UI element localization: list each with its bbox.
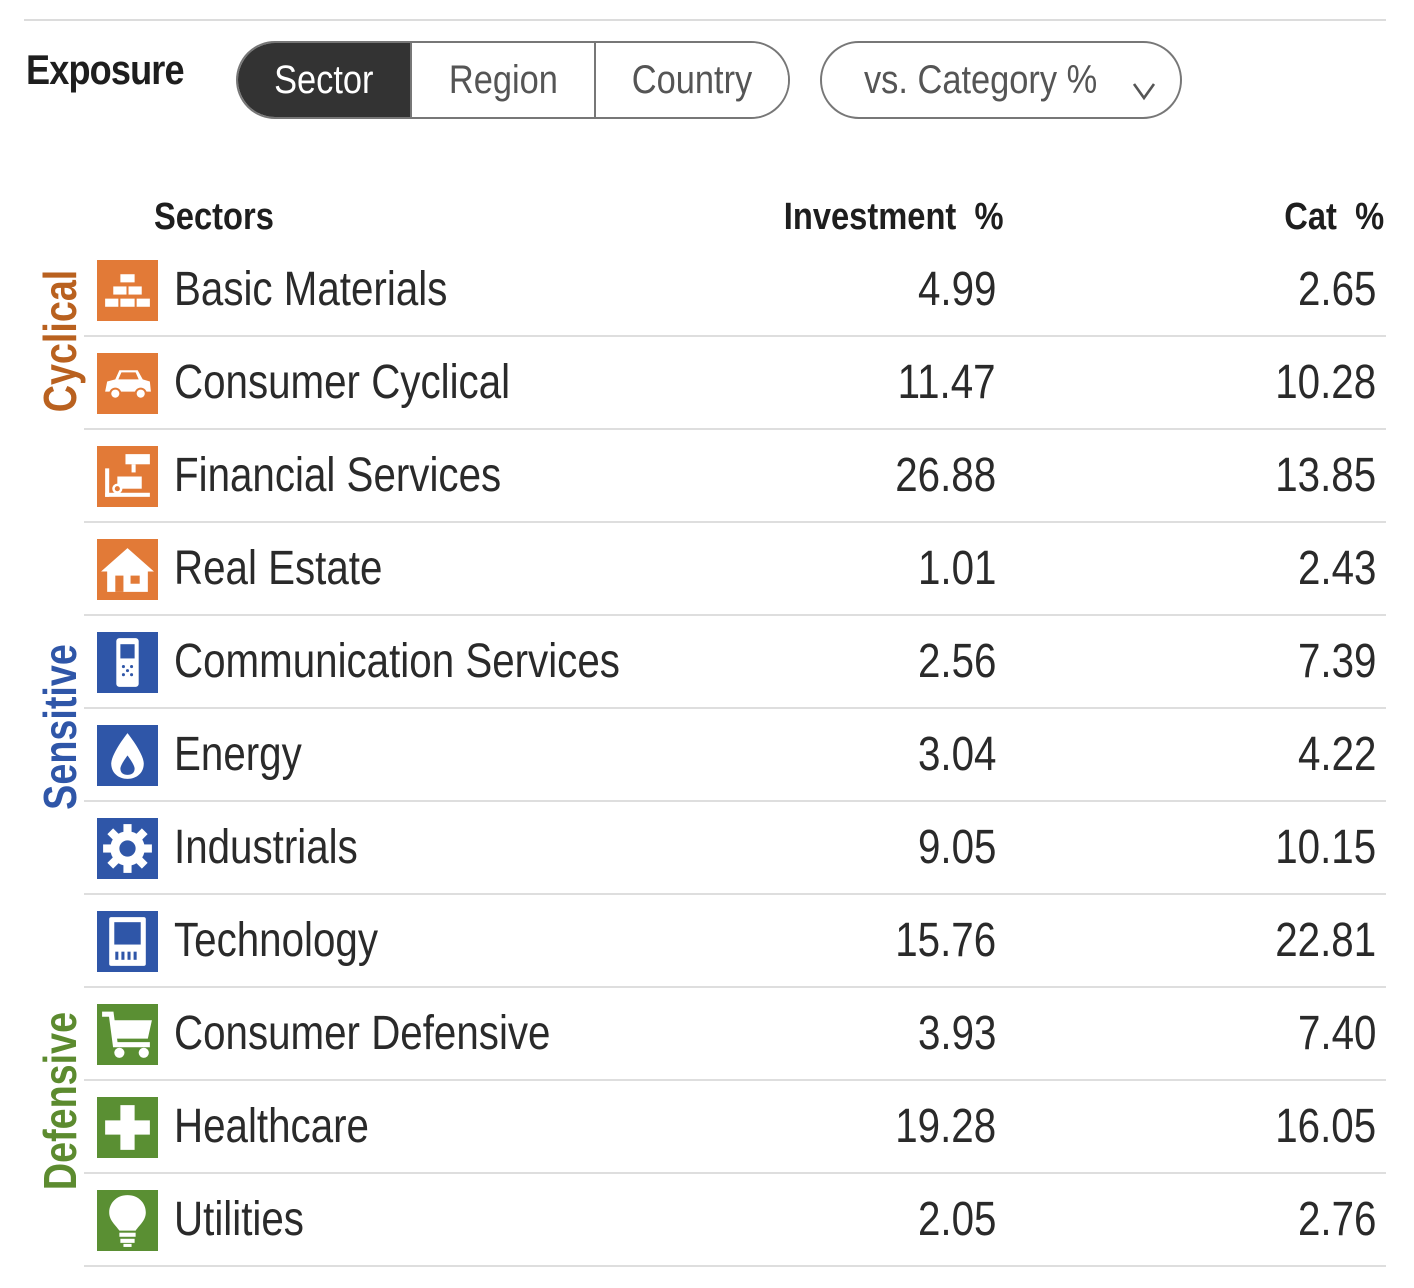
sector-name: Basic Materials <box>174 263 448 316</box>
category-value: 10.28 <box>1275 356 1376 409</box>
sector-name: Communication Services <box>174 635 620 688</box>
table-row: Consumer Cyclical 11.47 10.28 <box>84 337 1386 430</box>
table-row: Basic Materials 4.99 2.65 <box>84 244 1386 337</box>
sector-name: Energy <box>174 728 302 781</box>
category-value: 13.85 <box>1275 449 1376 502</box>
computer-icon <box>97 911 158 972</box>
comparison-dropdown-label: vs. Category % <box>864 57 1098 102</box>
gold-bars-icon <box>97 260 158 321</box>
investment-value: 2.05 <box>917 1193 996 1246</box>
sector-name: Healthcare <box>174 1100 369 1153</box>
table-row: Consumer Defensive 3.93 7.40 <box>84 988 1386 1081</box>
category-value: 4.22 <box>1297 728 1376 781</box>
column-header-category: Cat % <box>1284 196 1384 238</box>
category-value: 7.39 <box>1297 635 1376 688</box>
investment-value: 1.01 <box>917 542 996 595</box>
sector-name: Consumer Cyclical <box>174 356 511 409</box>
category-value: 2.65 <box>1297 263 1376 316</box>
investment-value: 26.88 <box>895 449 996 502</box>
category-value: 16.05 <box>1275 1100 1376 1153</box>
top-divider <box>24 19 1386 21</box>
financial-services-icon <box>97 446 158 507</box>
category-value: 22.81 <box>1275 914 1376 967</box>
medical-cross-icon <box>97 1097 158 1158</box>
investment-value: 19.28 <box>895 1100 996 1153</box>
investment-value: 9.05 <box>917 821 996 874</box>
exposure-tab-group: Sector Region Country <box>236 41 790 119</box>
table-row: Energy 3.04 4.22 <box>84 709 1386 802</box>
investment-value: 2.56 <box>917 635 996 688</box>
tab-sector-label: Sector <box>274 57 374 102</box>
flame-icon <box>97 725 158 786</box>
gear-icon <box>97 818 158 879</box>
table-row: Utilities 2.05 2.76 <box>84 1174 1386 1267</box>
tab-country[interactable]: Country <box>594 43 788 117</box>
group-label-sensitive: Sensitive <box>34 644 86 810</box>
column-header-sectors: Sectors <box>154 196 274 238</box>
sector-name: Financial Services <box>174 449 502 502</box>
lightbulb-icon <box>97 1190 158 1251</box>
tab-region[interactable]: Region <box>410 43 594 117</box>
shopping-cart-icon <box>97 1004 158 1065</box>
table-row: Technology 15.76 22.81 <box>84 895 1386 988</box>
table-row: Industrials 9.05 10.15 <box>84 802 1386 895</box>
tab-region-label: Region <box>448 57 558 102</box>
category-value: 10.15 <box>1275 821 1376 874</box>
category-value: 2.76 <box>1297 1193 1376 1246</box>
category-value: 2.43 <box>1297 542 1376 595</box>
sector-name: Consumer Defensive <box>174 1007 551 1060</box>
investment-value: 3.04 <box>917 728 996 781</box>
table-row: Financial Services 26.88 13.85 <box>84 430 1386 523</box>
table-row: Real Estate 1.01 2.43 <box>84 523 1386 616</box>
house-icon <box>97 539 158 600</box>
chevron-down-icon <box>1131 68 1157 101</box>
car-icon <box>97 353 158 414</box>
investment-value: 3.93 <box>917 1007 996 1060</box>
investment-value: 15.76 <box>895 914 996 967</box>
sector-name: Technology <box>174 914 378 967</box>
table-row: Healthcare 19.28 16.05 <box>84 1081 1386 1174</box>
sector-name: Industrials <box>174 821 358 874</box>
tab-country-label: Country <box>631 57 753 102</box>
category-value: 7.40 <box>1297 1007 1376 1060</box>
group-label-defensive: Defensive <box>34 1011 86 1191</box>
phone-icon <box>97 632 158 693</box>
column-header-investment: Investment % <box>784 196 1004 238</box>
group-label-cyclical: Cyclical <box>34 269 86 413</box>
page-title: Exposure <box>26 46 185 93</box>
sector-name: Utilities <box>174 1193 304 1246</box>
table-row: Communication Services 2.56 7.39 <box>84 616 1386 709</box>
investment-value: 11.47 <box>898 356 996 409</box>
investment-value: 4.99 <box>917 263 996 316</box>
tab-sector[interactable]: Sector <box>238 43 410 117</box>
comparison-dropdown[interactable]: vs. Category % <box>820 41 1182 119</box>
sector-name: Real Estate <box>174 542 383 595</box>
